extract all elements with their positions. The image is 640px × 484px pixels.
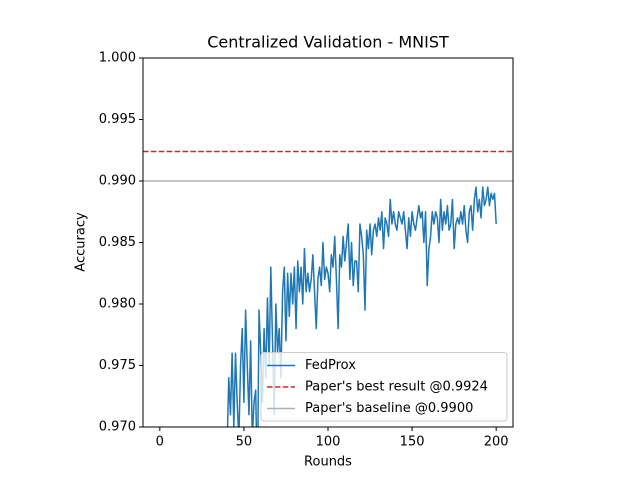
y-tick-label: 1.000 — [99, 51, 136, 66]
y-tick-label: 0.980 — [99, 297, 136, 312]
series-line — [226, 186, 497, 427]
y-axis-label: Accuracy — [74, 212, 89, 272]
legend-box — [260, 352, 508, 422]
legend-label: FedProx — [305, 358, 356, 373]
legend: FedProx Paper's best result @0.9924 Paper'… — [260, 352, 508, 422]
plot-area — [143, 150, 513, 427]
x-tick-label: 200 — [484, 435, 509, 450]
x-tick-label: 150 — [400, 435, 425, 450]
y-tick-label: 0.990 — [99, 174, 136, 189]
chart-title: Centralized Validation - MNIST — [207, 33, 449, 52]
y-tick-label: 0.975 — [99, 358, 136, 373]
x-axis-label: Rounds — [304, 455, 352, 470]
y-tick-label: 0.985 — [99, 235, 136, 250]
x-tick-label: 50 — [236, 435, 253, 450]
x-tick-label: 0 — [156, 435, 164, 450]
y-tick-label: 0.970 — [99, 420, 136, 435]
legend-label: Paper's best result @0.9924 — [305, 380, 488, 395]
legend-label: Paper's baseline @0.9900 — [305, 401, 473, 416]
y-tick-label: 0.995 — [99, 112, 136, 127]
x-tick-label: 100 — [316, 435, 341, 450]
